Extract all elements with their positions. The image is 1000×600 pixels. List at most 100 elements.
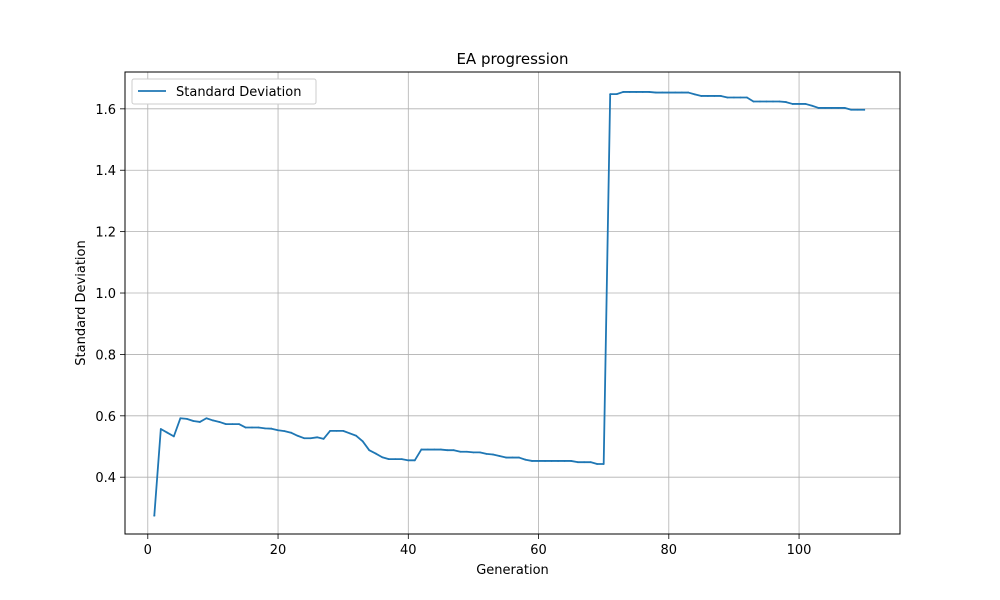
y-axis-label: Standard Deviation [74, 240, 89, 365]
data-point [257, 426, 260, 429]
data-point [251, 426, 253, 429]
data-point [225, 423, 227, 425]
data-point [746, 96, 748, 99]
data-point [726, 96, 729, 99]
data-point [472, 451, 475, 454]
data-point [296, 434, 299, 437]
data-point [524, 458, 527, 461]
data-point [166, 431, 169, 434]
data-point [205, 417, 208, 420]
data-point [446, 449, 449, 452]
data-point [850, 108, 853, 111]
data-point [492, 453, 494, 456]
data-point [231, 423, 234, 425]
plot-area [125, 72, 900, 534]
data-point [654, 91, 657, 94]
chart-title: EA progression [456, 50, 568, 68]
data-point [687, 91, 690, 94]
data-point [329, 429, 332, 432]
data-point [739, 96, 742, 99]
data-point [609, 93, 612, 95]
data-point [615, 93, 618, 95]
data-point [713, 95, 716, 97]
data-point [394, 458, 397, 460]
data-point [531, 460, 533, 462]
data-point [785, 101, 787, 103]
data-point [680, 91, 683, 94]
data-point [518, 456, 520, 459]
data-point [290, 431, 292, 434]
data-point [772, 100, 774, 103]
series-line-standard-deviation [153, 91, 866, 517]
data-point [459, 450, 462, 453]
data-point [192, 420, 195, 422]
data-point [791, 103, 794, 105]
data-point [479, 451, 481, 454]
data-point [452, 449, 455, 452]
grid [125, 72, 900, 534]
data-point [179, 417, 182, 420]
data-point [283, 430, 286, 433]
data-point [843, 107, 846, 109]
data-point [322, 437, 325, 440]
data-point [159, 428, 162, 430]
x-tick-label: 20 [270, 543, 287, 558]
data-point [837, 107, 840, 109]
data-point [433, 448, 436, 451]
data-point [576, 461, 579, 464]
data-point [316, 436, 319, 439]
data-point [765, 100, 768, 103]
data-point [277, 429, 279, 432]
legend-label: Standard Deviation [176, 85, 301, 100]
data-point [804, 103, 807, 105]
x-tick-label: 80 [661, 543, 678, 558]
data-point [244, 426, 247, 429]
data-point [700, 95, 703, 97]
y-tick-label: 1.6 [95, 103, 116, 118]
data-point [830, 107, 833, 109]
data-point [635, 91, 638, 93]
data-point [212, 419, 214, 422]
data-point [374, 452, 377, 455]
data-point [238, 423, 240, 425]
data-point [759, 100, 761, 103]
legend-box [131, 78, 317, 105]
data-point [342, 429, 345, 432]
data-point [720, 95, 722, 97]
data-point [368, 449, 371, 452]
data-point [674, 91, 677, 94]
data-point [602, 463, 605, 465]
data-point [824, 107, 827, 109]
data-point [387, 458, 390, 460]
x-tick-label: 100 [787, 543, 812, 558]
data-point [439, 448, 442, 451]
legend: Standard Deviation [131, 78, 317, 105]
data-point [856, 108, 859, 111]
data-point [400, 458, 403, 460]
x-tick-label: 0 [144, 543, 152, 558]
data-point [426, 448, 429, 451]
data-point [641, 91, 644, 93]
data-point [596, 463, 599, 465]
x-tick-label: 60 [530, 543, 547, 558]
data-point [270, 427, 273, 430]
series-layer [153, 91, 866, 517]
data-point [218, 421, 221, 423]
data-point [172, 435, 175, 438]
data-point [466, 450, 468, 453]
y-tick-label: 1.0 [95, 287, 116, 302]
data-point [648, 91, 651, 93]
data-point [798, 103, 800, 105]
data-point [537, 460, 540, 462]
data-point [570, 460, 573, 462]
data-point [811, 104, 813, 107]
y-tick-label: 0.6 [95, 410, 116, 425]
x-tick-label: 40 [400, 543, 417, 558]
data-point [264, 427, 266, 430]
data-point [361, 440, 364, 443]
data-point [628, 91, 631, 93]
data-point [198, 421, 201, 423]
ticks: 0 20 40 60 80 100 0.4 0.6 0.8 1.0 1.2 1.4 1.6 [95, 103, 811, 558]
data-point [335, 429, 338, 432]
data-point [407, 459, 410, 462]
